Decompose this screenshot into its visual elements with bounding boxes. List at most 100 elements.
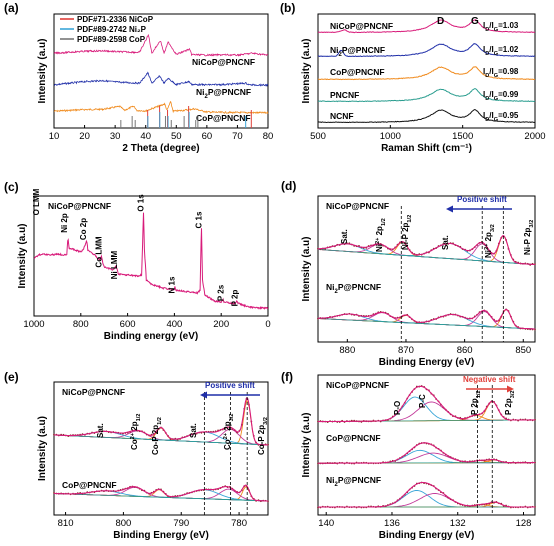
xps-component-peak: [317, 309, 536, 330]
xrd-series-line: [53, 71, 269, 87]
xps-envelope: [54, 397, 269, 446]
xps-peak-annotation: Ni2+ 2p3/2: [484, 224, 496, 258]
xrd-series-line: [53, 100, 269, 115]
survey-peak-annotation: Ni LMM: [110, 250, 119, 279]
panel-f-frame: [317, 374, 536, 516]
raman-band-label: D: [437, 16, 444, 27]
panel-a-ylabel: Intensity (a.u): [37, 38, 48, 103]
xps-peak-annotation: Co2+ 2p3/2: [223, 414, 235, 450]
raman-series-line: [317, 108, 536, 124]
survey-peak-annotation: P 2s: [217, 284, 226, 301]
panel-f-xlabel: Binding Energy (eV): [379, 530, 475, 541]
panel-a-xtick-label: 50: [171, 131, 182, 142]
panel-a-xtick-label: 70: [232, 131, 243, 142]
panel-a-xlabel: 2 Theta (degree): [122, 143, 199, 154]
panel-c-xtick-label: 800: [73, 319, 89, 330]
xps-envelope: [318, 442, 535, 464]
survey-peak-annotation: N 1s: [168, 276, 177, 293]
xps-background: [317, 318, 536, 330]
xps-series-label: CoP@PNCNF: [62, 480, 117, 490]
panel-d-xtick-label: 880: [339, 345, 355, 356]
panel-e-frame: [53, 381, 269, 516]
raman-series-label: NiCoP@PNCNF: [330, 21, 393, 31]
panel-a-xtick-label: 10: [49, 131, 60, 142]
xps-envelope: [318, 235, 536, 266]
legend-entry: PDF#89-2598 CoP: [77, 35, 146, 44]
panel-f-ylabel: Intensity (a.u): [301, 412, 312, 477]
xps-peak-annotation: P-C: [418, 394, 427, 408]
raman-series-label: CoP@PNCNF: [330, 67, 385, 77]
raman-ratio-label: ID/IG=1.02: [483, 45, 519, 57]
panel-c-frame: [33, 195, 269, 317]
xps-series-label: NiCoP@PNCNF: [326, 201, 389, 211]
raman-band-label: G: [471, 16, 479, 27]
legend-entry: PDF#71-2336 NiCoP: [77, 15, 154, 24]
panel-d-label: (d): [281, 179, 296, 193]
panel-f-xtick-label: 132: [450, 518, 466, 529]
survey-peak-annotation: Co 2p: [79, 218, 88, 240]
panel-f-xtick-label: 128: [516, 518, 532, 529]
raman-series-line: [317, 43, 536, 58]
panel-d-xtick-label: 860: [457, 345, 473, 356]
panel-e-xtick-label: 810: [58, 518, 74, 529]
shift-arrowhead: [446, 205, 453, 213]
shift-label: Positive shift: [205, 381, 255, 390]
xps-envelope: [54, 484, 268, 502]
xps-series-label: CoP@PNCNF: [326, 433, 381, 443]
panel-e-label: (e): [4, 370, 19, 384]
raman-ratio-label: ID/IG=0.98: [483, 67, 519, 79]
panel-c-label: (c): [4, 180, 19, 194]
xps-peak-annotation: P 2p3/2: [504, 390, 516, 415]
panel-a-xtick-label: 40: [140, 131, 151, 142]
xps-peak-annotation: Co2+ 2p1/2: [130, 414, 142, 450]
xps-component-peak: [318, 243, 536, 266]
xrd-series-line: [53, 33, 268, 57]
panel-a-frame: [53, 13, 269, 129]
panel-b-label: (b): [280, 1, 295, 15]
xps-component-peak: [317, 235, 536, 266]
xps-peak-annotation: P-O: [393, 401, 402, 415]
shift-label: Negative shift: [463, 375, 516, 384]
xps-series-label: Ni2P@PNCNF: [326, 282, 381, 295]
panel-a-xtick-label: 80: [263, 131, 274, 142]
xps-peak-annotation: Sat.: [96, 423, 105, 438]
raman-ratio-label: ID/IG=0.99: [483, 90, 519, 102]
xps-background: [53, 493, 269, 502]
panel-c-xtick-label: 200: [213, 319, 229, 330]
xps-peak-annotation: Sat.: [340, 229, 349, 244]
panel-b-frame: [317, 13, 536, 129]
xps-peak-annotation: P 2p1/2: [470, 390, 482, 415]
raman-series-line: [317, 19, 536, 34]
xps-component-peak: [317, 242, 536, 266]
panel-a-xtick-label: 20: [79, 131, 90, 142]
xps-envelope: [318, 308, 536, 330]
raman-ratio-label: ID/IG=1.03: [483, 21, 519, 33]
panel-e-xtick-label: 790: [173, 518, 189, 529]
panel-c-xtick-label: 600: [120, 319, 136, 330]
xps-peak-annotation: Co-P 2p3/2: [257, 417, 269, 455]
panel-d-xlabel: Binding Energy (eV): [379, 357, 475, 368]
panel-c-xtick-label: 0: [265, 319, 270, 330]
panel-b-xlabel: Raman Shift (cm⁻¹): [381, 143, 472, 154]
xps-series-label: NiCoP@PNCNF: [326, 380, 389, 390]
xps-peak-annotation: Sat.: [189, 423, 198, 438]
panel-a-xtick-label: 60: [202, 131, 213, 142]
legend-entry: PDF#89-2742 Ni₂P: [77, 25, 147, 34]
shift-arrowhead: [507, 385, 514, 393]
panel-d-ylabel: Intensity (a.u): [301, 236, 312, 301]
raman-ratio-label: ID/IG=0.95: [483, 111, 519, 123]
xps-peak-annotation: Co-P 2p1/2: [151, 417, 163, 455]
panel-d-xtick-label: 870: [398, 345, 414, 356]
xps-envelope: [318, 481, 535, 508]
raman-series-label: NCNF: [330, 111, 354, 121]
panel-e-ylabel: Intensity (a.u): [37, 416, 48, 481]
survey-peak-annotation: Ni 2p: [60, 213, 69, 233]
xps-background: [317, 249, 536, 265]
panel-c-xtick-label: 400: [166, 319, 182, 330]
raman-series-label: Ni2P@PNCNF: [330, 45, 385, 58]
survey-peak-annotation: P 2p: [230, 290, 239, 307]
xps-series-label: Ni2P@PNCNF: [326, 475, 381, 488]
xps-series-label: NiCoP@PNCNF: [62, 387, 125, 397]
raman-series-line: [317, 88, 536, 103]
xps-peak-annotation: Ni2+ 2p1/2: [375, 218, 387, 252]
